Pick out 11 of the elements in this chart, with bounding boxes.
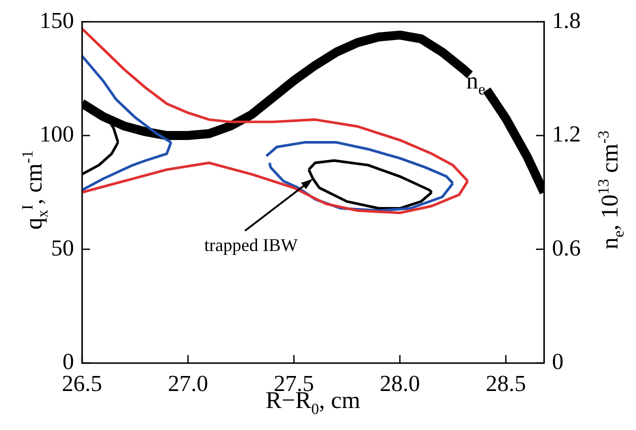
- y-tick-label: 150: [40, 8, 74, 33]
- y2-tick-label: 0: [552, 349, 564, 374]
- y2-tick-label: 1.2: [552, 122, 581, 147]
- y-tick-label: 100: [40, 122, 74, 147]
- y-tick-label: 50: [51, 235, 74, 260]
- x-tick-label: 27.0: [168, 370, 208, 396]
- annotation: trapped IBW: [204, 234, 298, 255]
- x-tick-label: 28.5: [486, 370, 526, 396]
- y2-tick-label: 1.8: [552, 8, 581, 33]
- y2-tick-label: 0.6: [552, 235, 581, 260]
- x-tick-label: 28.0: [380, 370, 420, 396]
